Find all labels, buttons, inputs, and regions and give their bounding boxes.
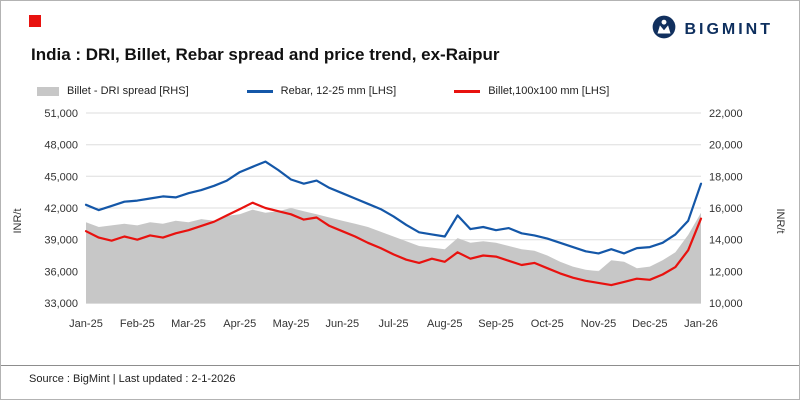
legend-item-spread[interactable]: Billet - DRI spread [RHS] [37, 85, 189, 97]
rebar-line-swatch [246, 89, 273, 93]
x-axis-tick-label: Jan-25 [69, 318, 103, 330]
legend-item-billet[interactable]: Billet,100x100 mm [LHS] [454, 85, 609, 97]
left-axis-tick-label: 48,000 [44, 140, 78, 152]
x-axis-tick-label: Mar-25 [171, 318, 206, 330]
x-axis-tick-label: Feb-25 [120, 318, 155, 330]
x-axis-tick-label: Apr-25 [223, 318, 256, 330]
chart-title: India : DRI, Billet, Rebar spread and pr… [31, 45, 500, 64]
footer-divider [1, 365, 799, 366]
x-axis-tick-label: Jan-26 [684, 318, 718, 330]
right-axis-tick-label: 12,000 [709, 266, 743, 278]
chart-svg: 33,000 36,000 39,000 42,000 45,000 48,000 51,0… [12, 108, 786, 330]
right-axis-tick-label: 18,000 [709, 171, 743, 183]
legend-label-billet: Billet,100x100 mm [LHS] [488, 85, 610, 97]
legend-label-rebar: Rebar, 12-25 mm [LHS] [280, 85, 397, 97]
left-axis-tick-label: 51,000 [44, 108, 78, 120]
x-axis-tick-label: Oct-25 [531, 318, 564, 330]
chart-plot-area: 33,000 36,000 39,000 42,000 45,000 48,000 51,0… [1, 103, 799, 359]
right-axis-tick-label: 16,000 [709, 203, 743, 215]
right-axis-tick-label: 10,000 [709, 298, 743, 310]
x-axis-tick-label: Nov-25 [581, 318, 616, 330]
x-axis-tick-label: Sep-25 [478, 318, 513, 330]
left-axis-title: INR/t [12, 208, 24, 233]
right-axis-tick-label: 20,000 [709, 140, 743, 152]
billet-line-series [84, 201, 703, 287]
left-axis-tick-label: 45,000 [44, 171, 78, 183]
left-axis-tick-label: 36,000 [44, 266, 78, 278]
right-axis-tick-label: 14,000 [709, 235, 743, 247]
legend-item-rebar[interactable]: Rebar, 12-25 mm [LHS] [246, 85, 397, 97]
right-axis-title: INR/t [774, 208, 786, 233]
left-axis-tick-label: 33,000 [44, 298, 78, 310]
x-axis-tick-label: Dec-25 [632, 318, 667, 330]
billet-line-swatch [454, 89, 481, 93]
chart-legend: Billet - DRI spread [RHS] Rebar, 12-25 m… [37, 85, 609, 97]
bigmint-logo-icon [651, 14, 677, 45]
right-axis-tick-label: 22,000 [709, 108, 743, 120]
x-axis-tick-label: Jul-25 [379, 318, 409, 330]
legend-label-spread: Billet - DRI spread [RHS] [67, 85, 189, 97]
accent-red-square [29, 15, 41, 27]
brand-name: BIGMINT [684, 20, 773, 38]
x-axis-tick-label: Jun-25 [325, 318, 359, 330]
brand-logo: BIGMINT [651, 14, 773, 45]
left-axis-tick-label: 39,000 [44, 235, 78, 247]
x-axis-tick-label: Aug-25 [427, 318, 462, 330]
left-axis-tick-label: 42,000 [44, 203, 78, 215]
rebar-line-series [84, 160, 703, 255]
source-note: Source : BigMint | Last updated : 2-1-20… [29, 373, 236, 385]
x-axis-tick-label: May-25 [273, 318, 310, 330]
spread-area-swatch [37, 86, 59, 96]
